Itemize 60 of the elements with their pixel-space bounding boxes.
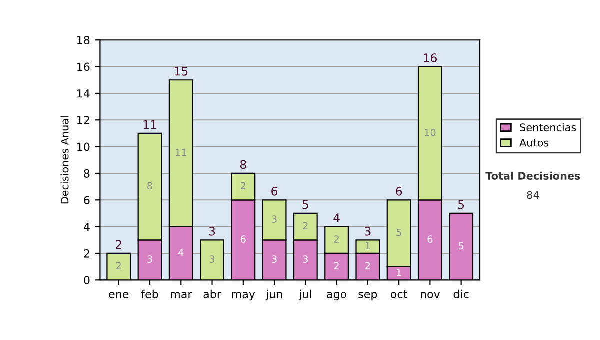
x-tick-label: ago: [327, 292, 347, 301]
data-label: 6: [240, 236, 246, 243]
total-label: 3: [365, 226, 371, 236]
y-tick-label: 6: [84, 196, 90, 205]
total-label: 4: [334, 214, 340, 222]
total-label: 2: [116, 240, 122, 250]
data-label: 3: [210, 256, 215, 263]
x-tick-label: oct: [391, 290, 408, 298]
data-label: 2: [241, 182, 246, 190]
total-label: 5: [302, 200, 308, 210]
data-label: 1: [366, 242, 370, 250]
total-label: 11: [144, 120, 156, 130]
data-label: 2: [303, 222, 308, 230]
y-tick-label: 12: [78, 116, 90, 124]
y-tick-label: 18: [78, 36, 90, 44]
data-label: 2: [334, 262, 339, 270]
data-label: 6: [428, 236, 433, 243]
data-label: 2: [116, 262, 121, 270]
x-tick-label: ene: [109, 292, 129, 298]
data-label: 11: [176, 149, 186, 156]
data-label: 4: [178, 249, 184, 256]
total-label: 6: [272, 186, 278, 196]
text: 84: [527, 191, 540, 200]
data-label: 2: [366, 262, 370, 270]
y-tick-label: 8: [84, 169, 90, 178]
data-label: 3: [303, 256, 308, 263]
data-label: 1: [397, 269, 402, 276]
data-label: 2: [334, 236, 339, 243]
legend-label: Sentencias: [520, 123, 576, 132]
x-tick-label: sep: [358, 292, 378, 301]
y-tick-label: 2: [84, 249, 90, 258]
x-tick-label: jun: [266, 290, 282, 301]
y-tick-label: 0: [84, 276, 90, 285]
data-label: 3: [148, 256, 152, 263]
total-label: 8: [240, 160, 246, 170]
total-label: 5: [458, 200, 464, 210]
y-tick-label: 14: [78, 90, 90, 98]
x-tick-label: mar: [171, 292, 192, 298]
legend-label: Autos: [520, 139, 549, 147]
y-tick-label: 16: [78, 62, 90, 72]
data-label: 10: [425, 128, 436, 136]
data-label: 5: [396, 229, 402, 236]
x-tick-label: jul: [298, 290, 312, 301]
text: Total Decisiones: [486, 172, 580, 180]
total-label: 3: [209, 226, 216, 236]
x-tick-label: dic: [454, 290, 469, 298]
y-tick-label: 10: [78, 142, 90, 152]
data-label: 5: [458, 242, 464, 250]
x-tick-label: may: [232, 292, 256, 301]
x-tick-label: nov: [420, 292, 440, 298]
x-tick-label: abr: [204, 290, 222, 298]
total-label: 15: [174, 67, 188, 76]
data-label: 3: [272, 216, 277, 223]
x-tick-label: feb: [141, 290, 158, 298]
data-label: 3: [272, 256, 277, 263]
total-label: 6: [396, 186, 402, 196]
total-label: 16: [424, 54, 437, 63]
y-tick-label: 4: [84, 222, 90, 232]
y-axis-title: Decisiones Anual: [60, 116, 69, 204]
data-label: 8: [148, 182, 152, 190]
